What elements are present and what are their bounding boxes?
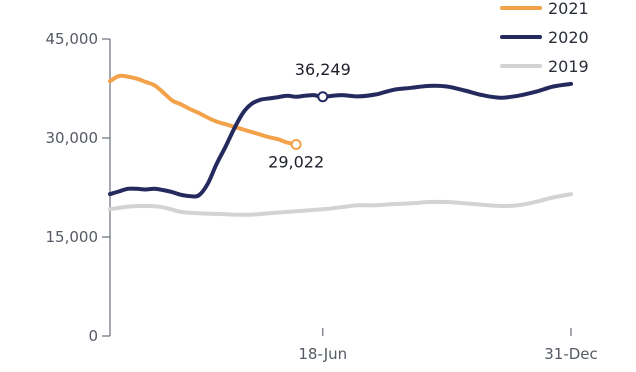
series-layer xyxy=(108,73,573,217)
y-tick-label: 45,000 xyxy=(46,30,99,48)
x-axis: 18-Jun 31-Dec xyxy=(298,328,598,363)
x-tick-label: 18-Jun xyxy=(298,345,347,363)
y-tick-label: 30,000 xyxy=(46,129,99,147)
annotation-label-2021: 29,022 xyxy=(268,152,324,171)
annotation-marker-2020 xyxy=(317,91,329,103)
legend-label-2021: 2021 xyxy=(548,0,589,18)
legend-label-2020: 2020 xyxy=(548,28,589,47)
y-tick-label: 15,000 xyxy=(46,228,99,246)
series-line-2021 xyxy=(108,73,299,147)
y-axis: 0 15,000 30,000 45,000 xyxy=(46,30,111,345)
annotation-layer: 36,249 29,022 xyxy=(268,60,351,172)
x-tick-label: 31-Dec xyxy=(544,345,598,363)
chart-legend: 2021 2020 2019 xyxy=(500,0,589,76)
series-line-2020 xyxy=(108,81,573,199)
annotation-label-2020: 36,249 xyxy=(295,60,351,79)
y-tick-label: 0 xyxy=(88,327,98,345)
series-line-2019 xyxy=(108,192,573,217)
annotation-marker-2021 xyxy=(290,138,302,150)
legend-label-2019: 2019 xyxy=(548,57,589,76)
